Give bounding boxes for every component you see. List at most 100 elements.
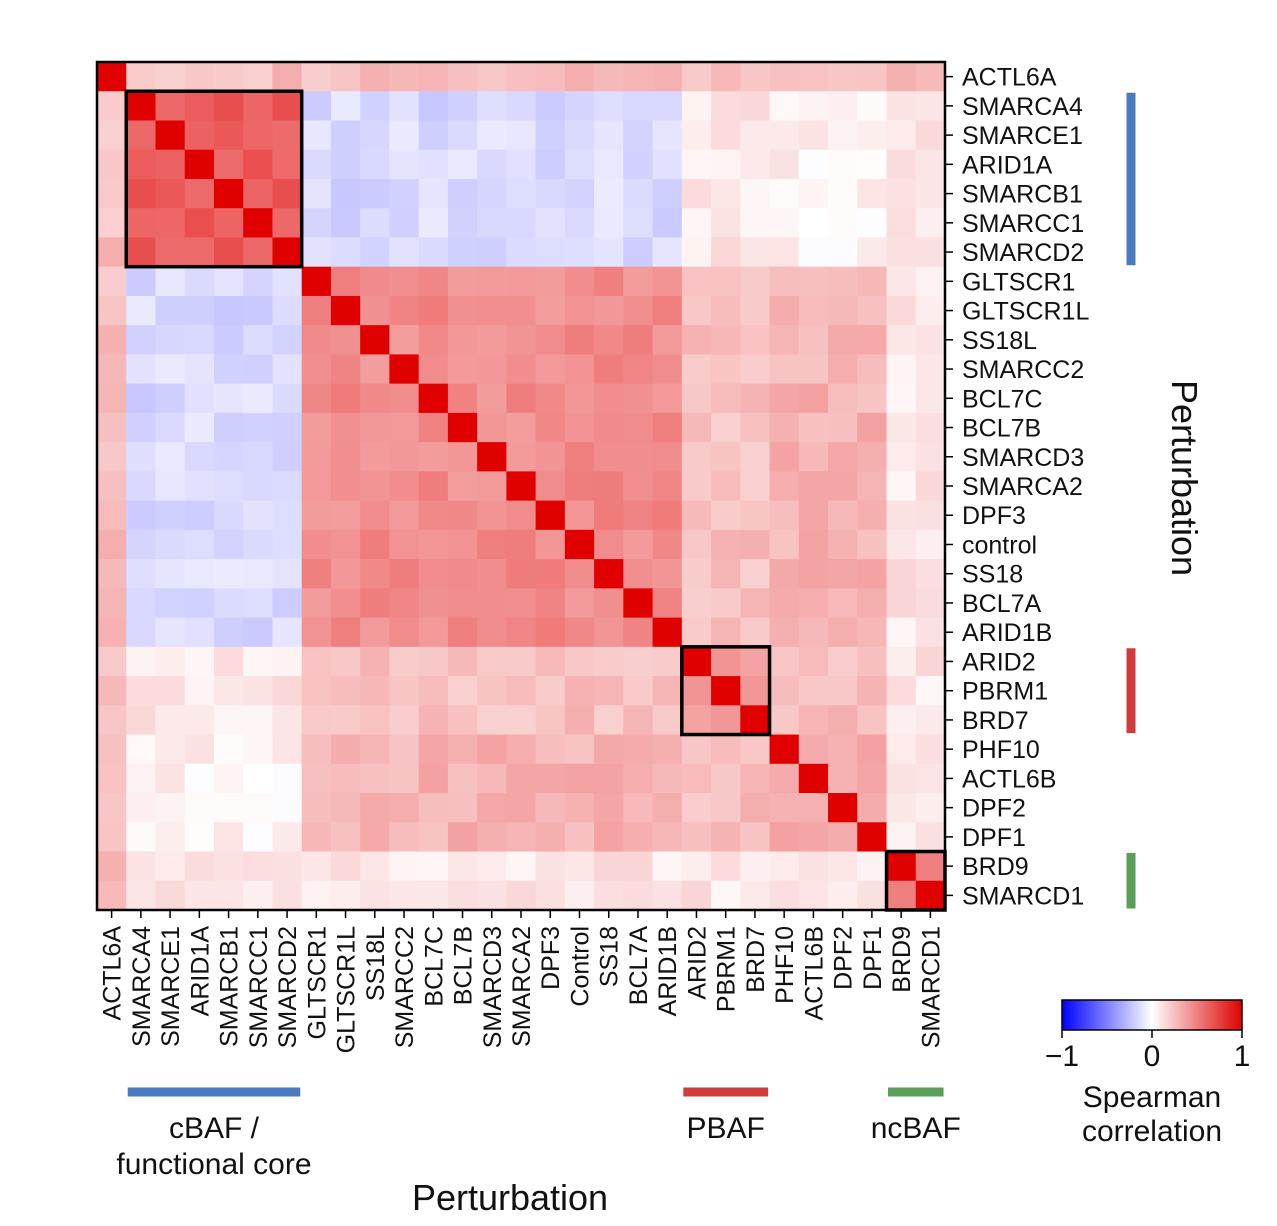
heatmap-cell [857,91,888,122]
heatmap-cell [301,412,332,443]
heatmap-cell [389,880,420,911]
heatmap-cell [711,91,741,122]
x-tick-label: SMARCD2 [274,926,302,1048]
heatmap-cell [564,529,595,560]
heatmap-cell [213,705,244,736]
heatmap-cell [213,588,244,619]
heatmap-cell [769,851,800,882]
heatmap-cell [594,646,624,677]
heatmap-cell [769,793,800,823]
colorbar-tick-label: −1 [1045,1040,1079,1073]
heatmap-cell [828,705,858,736]
heatmap-cell [213,266,244,297]
heatmap-cell [418,500,449,531]
heatmap-cell [652,500,683,531]
heatmap-cell [418,266,449,297]
heatmap-cell [681,178,712,209]
heatmap-cell [652,676,683,706]
heatmap-cell [126,295,157,326]
heatmap-cell [623,354,654,385]
heatmap-cell [272,354,303,385]
heatmap-cell [301,559,332,589]
heatmap-cell [126,412,157,443]
heatmap-cell [886,793,917,823]
heatmap-cell [740,412,771,443]
heatmap-cell [447,793,478,823]
heatmap-cell [330,383,361,414]
group-label-cbaf: cBAF / [169,1112,260,1145]
heatmap-cell [301,237,332,268]
heatmap-cell [360,529,391,560]
heatmap-cell [97,120,127,151]
y-tick-label: SS18 [962,561,1023,589]
heatmap-cell [213,412,244,443]
heatmap-cell [623,91,654,122]
heatmap-cell [184,295,215,326]
heatmap-cell [740,295,771,326]
heatmap-cell [681,588,712,619]
heatmap-cell [97,617,127,648]
heatmap-cell [828,354,858,385]
heatmap-cell [564,62,595,92]
heatmap-cell [360,412,391,443]
heatmap-cell [477,646,507,677]
heatmap-cell [506,62,537,92]
heatmap-cell [213,763,244,794]
heatmap-cell [681,62,712,92]
heatmap-cell [447,851,478,882]
heatmap-cell [828,266,858,297]
heatmap-cell [97,383,127,414]
heatmap-cell [828,237,858,268]
colorbar-tick-label: 1 [1234,1040,1251,1073]
heatmap-cell [330,91,361,122]
colorbar-tick-label: 0 [1144,1040,1161,1073]
colorbar-label-line1: Spearman [1083,1081,1221,1114]
heatmap-cell [857,617,888,648]
heatmap-cell [798,822,829,853]
heatmap-cell [330,559,361,589]
heatmap-cell [301,880,332,911]
heatmap-cell [330,295,361,326]
heatmap-cell [798,266,829,297]
heatmap-cell [272,412,303,443]
heatmap-cell [389,91,420,122]
heatmap-cell [915,822,946,853]
heatmap-cell [389,588,420,619]
heatmap-cell [711,383,741,414]
colorbar-ticks: −1 0 1 [1045,1030,1250,1073]
heatmap-cell [652,471,683,502]
heatmap-cell [886,471,917,502]
heatmap-cell [915,676,946,706]
heatmap-cell [681,208,712,239]
heatmap-cell [798,412,829,443]
y-tick-label: ARID1B [962,619,1052,647]
heatmap-cell [798,325,829,356]
heatmap-cell [798,676,829,706]
heatmap-cell [301,705,332,736]
heatmap-cell [828,880,858,911]
heatmap-cell [857,676,888,706]
y-tick-label: SMARCA4 [962,93,1083,121]
heatmap-cell [389,442,420,472]
heatmap-cell [330,266,361,297]
heatmap-cell [623,880,654,911]
heatmap-cell [652,588,683,619]
heatmap-cell [126,705,157,736]
heatmap-cell [798,617,829,648]
heatmap-cell [477,62,507,92]
heatmap-cell [681,412,712,443]
heatmap-cell [184,149,215,180]
heatmap-cell [389,383,420,414]
heatmap-cell [97,471,127,502]
heatmap-cell [915,295,946,326]
y-tick-label: PBRM1 [962,678,1048,706]
heatmap-cell [506,91,537,122]
y-tick-label: BRD9 [962,853,1029,881]
heatmap-cell [97,354,127,385]
heatmap-cell [857,208,888,239]
heatmap-cell [477,412,507,443]
heatmap-cell [97,62,127,92]
heatmap-cell [389,120,420,151]
heatmap-cell [798,354,829,385]
heatmap-cell [126,793,157,823]
